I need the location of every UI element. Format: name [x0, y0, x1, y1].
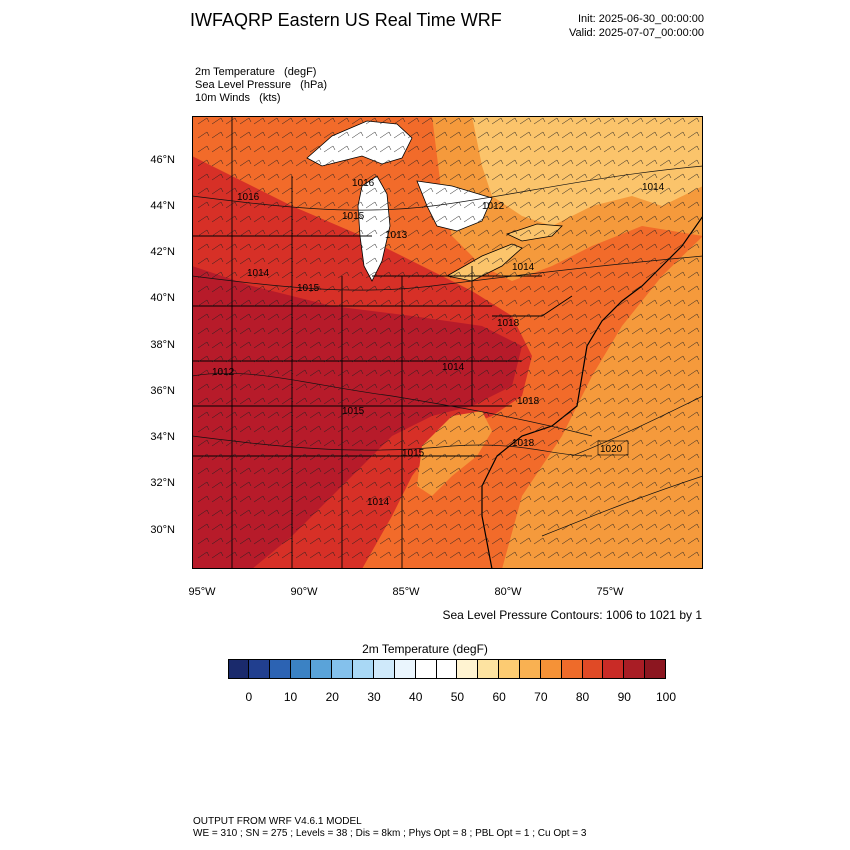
- isobar-label: 1018: [512, 438, 535, 449]
- isobar-label: 1013: [385, 230, 408, 241]
- colorbar: [228, 659, 666, 679]
- temperature-map: 1016 1016 1015 1013 1012 1014 1015 1014 …: [192, 116, 703, 569]
- colorbar-swatch: [228, 659, 249, 679]
- colorbar-tick-label: 80: [575, 690, 590, 704]
- colorbar-swatch: [603, 659, 625, 679]
- colorbar-swatch: [311, 659, 333, 679]
- isobar-label: 1015: [342, 406, 365, 417]
- isobar-label: 1014: [442, 362, 465, 373]
- colorbar-swatch: [478, 659, 500, 679]
- colorbar-swatch: [248, 659, 270, 679]
- lon-label: 90°W: [290, 586, 318, 598]
- lat-label: 30°N: [150, 524, 175, 536]
- lake-michigan: [357, 175, 391, 282]
- state-borders: [192, 116, 573, 569]
- colorbar-swatch: [269, 659, 291, 679]
- colorbar-swatch: [645, 659, 666, 679]
- lat-label: 32°N: [150, 477, 175, 489]
- colorbar-tick-label: 90: [617, 690, 631, 704]
- isobar-label: 1012: [212, 367, 235, 378]
- colorbar-swatch: [374, 659, 395, 679]
- isobar-label: 1014: [367, 497, 390, 508]
- lat-label: 38°N: [150, 339, 175, 351]
- isobar-label: 1016: [237, 192, 260, 203]
- field-label-temperature: 2m Temperature (degF): [195, 66, 317, 78]
- colorbar-tick-label: 20: [325, 690, 339, 704]
- colorbar-swatch: [436, 659, 458, 679]
- colorbar-tick-label: 70: [534, 690, 548, 704]
- colorbar-swatch: [457, 659, 479, 679]
- colorbar-tick-label: 40: [409, 690, 423, 704]
- colorbar-swatch: [415, 659, 437, 679]
- wind-barbs: [197, 117, 703, 559]
- footer-config: WE = 310 ; SN = 275 ; Levels = 38 ; Dis …: [193, 828, 587, 839]
- colorbar-tick-label: 0: [245, 690, 253, 704]
- isobar-label: 1018: [497, 318, 520, 329]
- lat-label: 44°N: [150, 200, 175, 212]
- temp-field-cool: [472, 116, 703, 226]
- colorbar-swatch: [394, 659, 416, 679]
- colorbar-swatch: [290, 659, 312, 679]
- lat-label: 36°N: [150, 385, 175, 397]
- lat-label: 40°N: [150, 292, 175, 304]
- field-label-winds: 10m Winds (kts): [195, 92, 281, 104]
- isobar-label-box: [597, 440, 629, 456]
- init-time: Init: 2025-06-30_00:00:00: [578, 13, 704, 25]
- valid-time: Valid: 2025-07-07_00:00:00: [569, 27, 704, 39]
- appalachian-cool-band: [417, 411, 492, 496]
- isobar-label: 1014: [512, 262, 535, 273]
- lon-label: 95°W: [188, 586, 216, 598]
- colorbar-swatch: [624, 659, 646, 679]
- isobar-label: 1015: [402, 448, 425, 459]
- colorbar-swatch: [582, 659, 604, 679]
- colorbar-title: 2m Temperature (degF): [362, 642, 488, 656]
- lat-label: 34°N: [150, 431, 175, 443]
- isobar-label: 1015: [297, 283, 320, 294]
- colorbar-swatch: [540, 659, 562, 679]
- map-frame: [192, 116, 703, 569]
- lat-label: 46°N: [150, 154, 175, 166]
- isobar-label: 1012: [482, 201, 505, 212]
- isobar-label: 1018: [517, 396, 540, 407]
- colorbar-tick-label: 10: [283, 690, 298, 704]
- colorbar-swatch: [332, 659, 354, 679]
- lon-label: 75°W: [596, 586, 624, 598]
- contour-note: Sea Level Pressure Contours: 1006 to 102…: [442, 608, 703, 622]
- colorbar-tick-label: 60: [492, 690, 506, 704]
- isobar-label: 1016: [352, 178, 375, 189]
- colorbar-tick-label: 100: [655, 690, 677, 704]
- field-label-pressure: Sea Level Pressure (hPa): [195, 79, 328, 91]
- colorbar-swatch: [353, 659, 374, 679]
- lon-label: 80°W: [494, 586, 522, 598]
- lat-label: 42°N: [150, 246, 175, 258]
- isobar-label-group: 1016 1016 1015 1013 1012 1014 1015 1014 …: [212, 178, 665, 508]
- plot-title: IWFAQRP Eastern US Real Time WRF: [190, 10, 502, 30]
- isobar-label: 1014: [247, 268, 270, 279]
- colorbar-swatch: [561, 659, 583, 679]
- atlantic-mild: [502, 236, 703, 569]
- isobar-label: 1014: [642, 182, 665, 193]
- isobar-label: 1015: [342, 211, 365, 222]
- lake-ontario: [505, 223, 563, 242]
- lake-superior: [306, 120, 413, 167]
- lon-label: 85°W: [392, 586, 420, 598]
- colorbar-swatch: [520, 659, 541, 679]
- isobar-label: 1020: [600, 444, 623, 455]
- temp-field-hottest: [192, 266, 522, 569]
- colorbar-tick-label: 50: [450, 690, 465, 704]
- colorbar-swatch: [499, 659, 520, 679]
- colorbar-tick-label: 30: [367, 690, 381, 704]
- footer-model: OUTPUT FROM WRF V4.6.1 MODEL: [193, 816, 362, 827]
- isobars: [192, 165, 703, 537]
